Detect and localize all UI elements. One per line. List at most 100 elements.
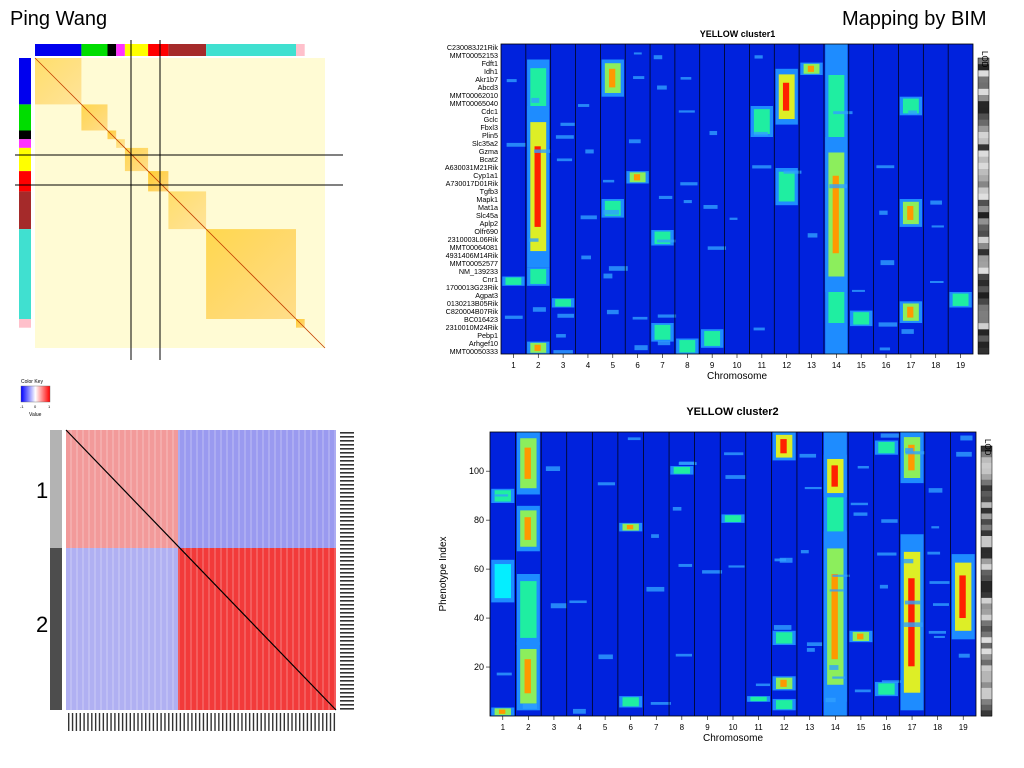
row-label: Olfr690 [474, 227, 498, 236]
column-tick [329, 713, 332, 731]
lod-streak [904, 600, 921, 605]
lod-side-cell [981, 654, 992, 661]
lod-side-cell [981, 479, 992, 486]
column-tick [268, 713, 270, 731]
row-label: Arhgef10 [469, 339, 498, 348]
lod-streak [557, 313, 575, 318]
lod-side-cell [981, 485, 992, 492]
row-tick [340, 528, 354, 530]
lod-side-cell [978, 230, 989, 238]
column-tick [229, 713, 232, 731]
lod-side-cell [978, 304, 989, 312]
row-label: Bcat2 [480, 155, 498, 164]
row-label: A630031M21Rik [445, 163, 499, 172]
lod-side-cell [978, 58, 989, 65]
row-tick [340, 448, 354, 450]
lod-side-cell [981, 665, 992, 672]
row-label: Idh1 [484, 67, 498, 76]
column-tick [187, 713, 189, 731]
color-key-title: Color Key [21, 379, 43, 385]
lod-spot-core [555, 299, 572, 307]
row-tick [340, 704, 354, 706]
lod-streak [853, 512, 868, 516]
row-tick [340, 512, 354, 514]
row-tick [340, 656, 354, 658]
lod-streak [675, 653, 693, 657]
lod-side-cell [981, 547, 992, 554]
lod-streak [881, 680, 902, 683]
x-tick-label: 4 [586, 361, 591, 370]
lod-side-cell [981, 693, 992, 700]
lod-side-cell [981, 564, 992, 571]
row-label: Aplp2 [480, 219, 498, 228]
column-tick [125, 713, 128, 731]
lod-streak [581, 255, 591, 260]
lod-side-cell [978, 64, 989, 71]
lod-side-cell [981, 597, 992, 604]
row-tick [340, 432, 354, 434]
column-tick [275, 713, 278, 731]
lod-spot-core [494, 564, 511, 599]
lod-spot-core [679, 340, 696, 353]
lod-streak [877, 552, 897, 556]
row-tick [340, 504, 354, 506]
lod-side-cell [981, 609, 992, 616]
lod-streak [903, 558, 914, 564]
row-tick [340, 692, 354, 694]
row-tick [340, 540, 354, 542]
column-tick [210, 713, 212, 731]
lod-spot-peak [780, 679, 787, 687]
lod-streak [532, 307, 546, 312]
row-label: BC016423 [464, 315, 498, 324]
column-tick [322, 713, 324, 731]
lod-side-label: LOD [980, 51, 989, 68]
lod-streak [494, 494, 509, 497]
lod-streak [506, 79, 517, 83]
lod-streak [876, 165, 895, 169]
lod-side-cell [981, 699, 992, 706]
lod-side-cell [978, 76, 989, 84]
x-tick-label: 12 [780, 723, 789, 732]
lod-side-cell [978, 181, 989, 188]
lod-streak [603, 273, 613, 279]
module-bar-top-blue [35, 44, 82, 56]
module-bar-left-brown [19, 191, 31, 230]
row-tick [340, 668, 354, 670]
row-label: Gclc [484, 115, 499, 124]
lod-spot-core [853, 312, 870, 325]
column-tick [141, 713, 143, 731]
lod-streak [729, 217, 738, 220]
cluster-bar-2 [50, 548, 62, 710]
row-tick [340, 436, 354, 438]
row-label: Pebp1 [477, 331, 498, 340]
row-tick [340, 664, 354, 666]
lod-spot-core [654, 324, 671, 340]
lod-side-cell [981, 676, 992, 683]
row-label: 0130213B05Rik [447, 299, 499, 308]
lod-streak [799, 453, 817, 458]
column-tick [264, 713, 266, 731]
lod-spot-peak [831, 574, 838, 660]
lod-spot-core [673, 466, 691, 474]
lod-spot-peak [534, 146, 541, 227]
y-tick-label: 20 [474, 662, 484, 672]
column-tick [183, 713, 185, 731]
row-tick [340, 636, 354, 638]
column-tick [152, 713, 155, 731]
x-tick-label: 14 [832, 361, 841, 370]
row-label: Fbxl3 [480, 123, 498, 132]
heatmap-plot-area [490, 432, 976, 716]
row-tick [340, 576, 354, 578]
column-tick [222, 713, 224, 731]
lod-side-cell [978, 132, 989, 139]
lod-side-cell [981, 541, 992, 548]
lod-side-cell [981, 474, 992, 481]
color-key-tick-high: 1 [48, 404, 51, 409]
lod-streak [658, 195, 673, 199]
lod-streak [754, 55, 763, 59]
row-tick [340, 452, 354, 454]
row-tick [340, 604, 354, 606]
column-tick-labels [68, 713, 336, 731]
row-label: Agpat3 [475, 291, 498, 300]
module-bar-top-turquoise [206, 44, 296, 56]
